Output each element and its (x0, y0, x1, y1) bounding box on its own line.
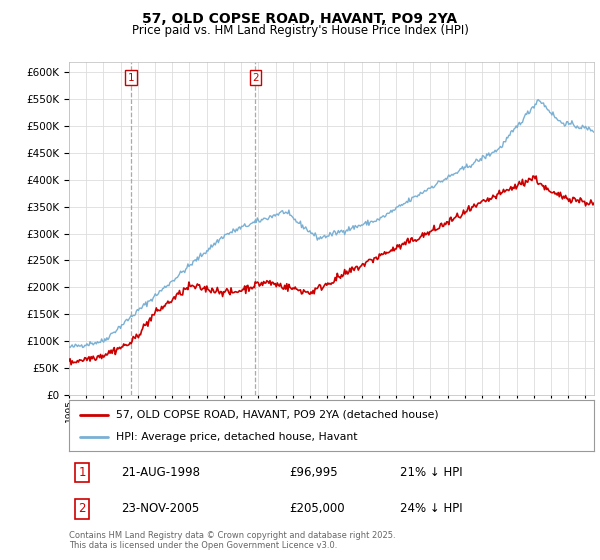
Text: Contains HM Land Registry data © Crown copyright and database right 2025.
This d: Contains HM Land Registry data © Crown c… (69, 531, 395, 550)
Text: 57, OLD COPSE ROAD, HAVANT, PO9 2YA: 57, OLD COPSE ROAD, HAVANT, PO9 2YA (142, 12, 458, 26)
Text: £96,995: £96,995 (290, 466, 338, 479)
Text: 2: 2 (79, 502, 86, 515)
Text: 1: 1 (79, 466, 86, 479)
Text: 21% ↓ HPI: 21% ↓ HPI (400, 466, 463, 479)
Text: 2: 2 (252, 73, 259, 83)
Text: 23-NOV-2005: 23-NOV-2005 (121, 502, 200, 515)
Text: Price paid vs. HM Land Registry's House Price Index (HPI): Price paid vs. HM Land Registry's House … (131, 24, 469, 36)
Text: 21-AUG-1998: 21-AUG-1998 (121, 466, 200, 479)
Text: HPI: Average price, detached house, Havant: HPI: Average price, detached house, Hava… (116, 432, 358, 442)
Text: 24% ↓ HPI: 24% ↓ HPI (400, 502, 463, 515)
Text: 57, OLD COPSE ROAD, HAVANT, PO9 2YA (detached house): 57, OLD COPSE ROAD, HAVANT, PO9 2YA (det… (116, 409, 439, 419)
Text: £205,000: £205,000 (290, 502, 345, 515)
Text: 1: 1 (127, 73, 134, 83)
